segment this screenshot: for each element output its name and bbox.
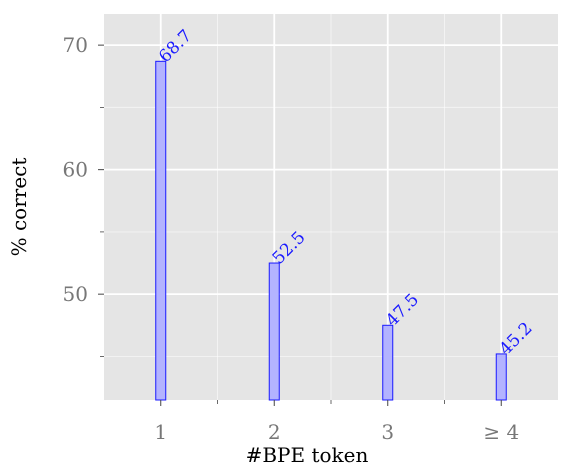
x-axis: 1 2 3 ≥ 4: [154, 400, 519, 444]
y-axis-title: % correct: [7, 158, 31, 257]
x-tick-label: 3: [381, 420, 394, 444]
x-tick-label: 2: [268, 420, 281, 444]
x-tick-label: ≥ 4: [483, 420, 519, 444]
bar: [155, 60, 167, 401]
bar: [495, 353, 507, 401]
y-axis: 50 60 70: [63, 33, 104, 357]
y-tick-label: 60: [63, 158, 88, 182]
x-axis-title: #BPE token: [246, 443, 369, 465]
x-tick-label: 1: [154, 420, 167, 444]
y-tick-label: 50: [63, 282, 88, 306]
bar: [382, 324, 394, 401]
y-tick-label: 70: [63, 33, 88, 57]
bar: [268, 262, 280, 401]
